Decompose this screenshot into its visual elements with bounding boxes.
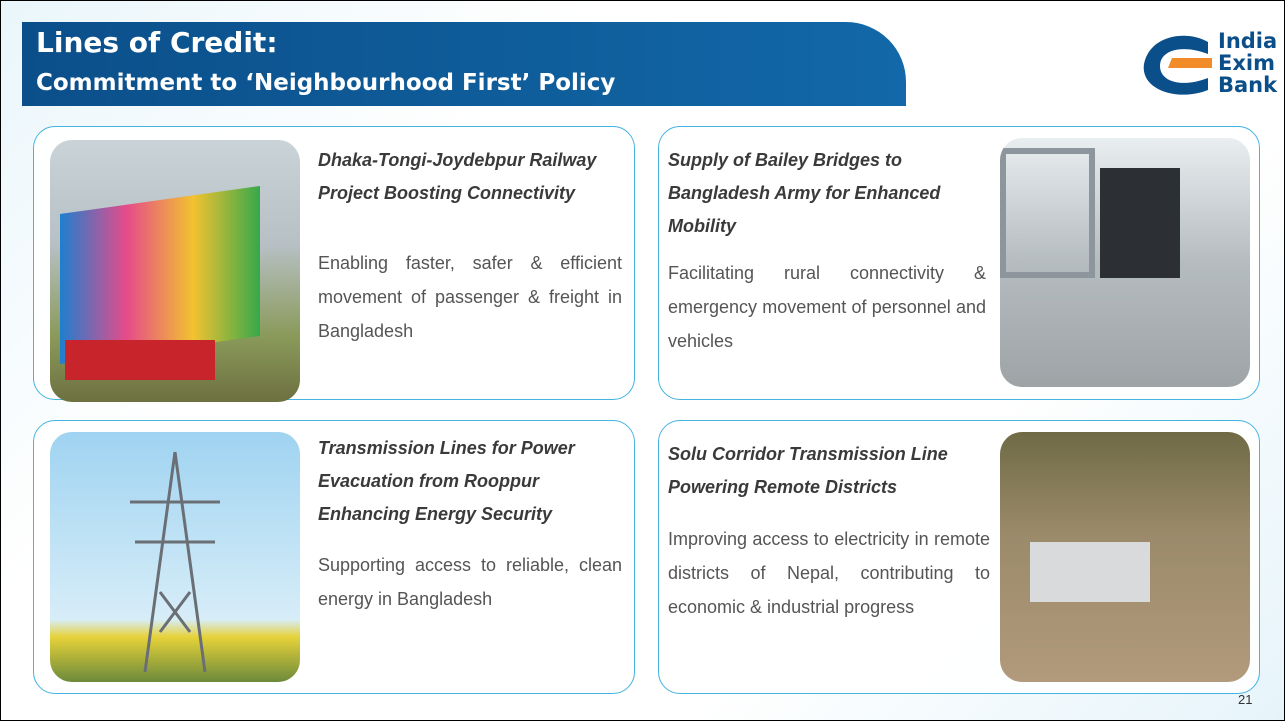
railway-photo: [50, 140, 300, 402]
logo-text: Bank: [1218, 74, 1277, 96]
tower-drawing: [50, 432, 300, 682]
substation-photo: [1000, 432, 1250, 682]
subtitle: Commitment to ‘Neighbourhood First’ Poli…: [36, 70, 615, 96]
card-text: Facilitating rural connectivity & emerge…: [668, 256, 986, 358]
card-text: Supporting access to reliable, clean ene…: [318, 548, 622, 616]
transmission-photo: [50, 432, 300, 682]
page-number: 21: [1238, 692, 1252, 707]
card-title: Supply of Bailey Bridges to Bangladesh A…: [668, 144, 968, 243]
bridge-photo: [1000, 138, 1250, 387]
title: Lines of Credit:: [36, 26, 278, 59]
logo-text: Exim: [1218, 52, 1275, 74]
slide: Lines of Credit: Commitment to ‘Neighbou…: [0, 0, 1285, 721]
logo-mark: [1138, 28, 1218, 104]
card-title: Dhaka-Tongi-Joydebpur Railway Project Bo…: [318, 144, 618, 210]
logo-text: India: [1218, 30, 1277, 52]
card-title: Solu Corridor Transmission Line Powering…: [668, 438, 998, 504]
card-text: Enabling faster, safer & efficient movem…: [318, 246, 622, 348]
card-text: Improving access to electricity in remot…: [668, 522, 990, 624]
logo: India Exim Bank: [1138, 28, 1268, 104]
card-title: Transmission Lines for Power Evacuation …: [318, 432, 628, 531]
